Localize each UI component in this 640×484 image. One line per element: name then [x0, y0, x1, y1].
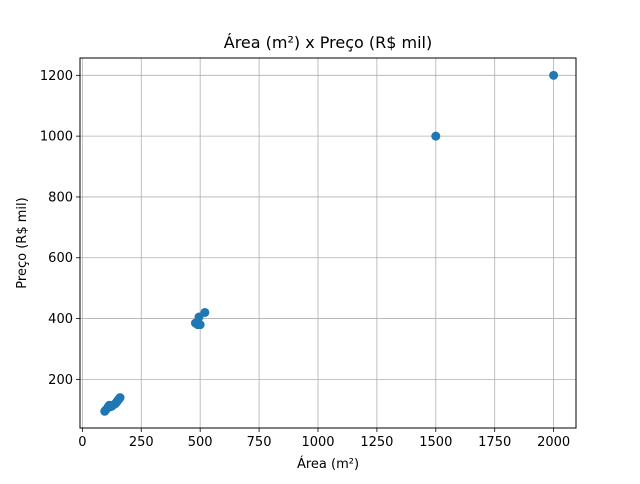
chart-title: Área (m²) x Preço (R$ mil) — [224, 33, 432, 52]
data-point — [115, 393, 125, 403]
data-point — [431, 131, 441, 141]
x-tick-label: 1750 — [478, 435, 511, 450]
y-tick-label: 400 — [48, 312, 73, 327]
y-tick-label: 1000 — [40, 130, 73, 145]
x-tick-label: 1500 — [419, 435, 452, 450]
y-tick-label: 1200 — [40, 69, 73, 84]
grid-lines — [80, 58, 576, 428]
y-tick-label: 600 — [48, 251, 73, 266]
data-points — [100, 70, 559, 416]
x-tick-label: 250 — [129, 435, 154, 450]
y-tick-label: 800 — [48, 190, 73, 205]
x-tick-label: 2000 — [537, 435, 570, 450]
plot-frame — [79, 57, 577, 429]
data-point — [200, 307, 210, 317]
axis-ticks: 0 250 500 750 1000 1250 1500 1750 2000 200 400 600 8… — [40, 69, 570, 450]
x-tick-label: 1000 — [301, 435, 334, 450]
data-point — [195, 320, 205, 330]
y-tick-label: 200 — [48, 373, 73, 388]
x-tick-label: 1250 — [360, 435, 393, 450]
data-point — [549, 70, 559, 80]
x-tick-label: 0 — [78, 435, 86, 450]
x-axis-label: Área (m²) — [297, 456, 359, 472]
x-tick-label: 750 — [247, 435, 272, 450]
y-axis-label: Preço (R$ mil) — [15, 197, 30, 288]
x-tick-label: 500 — [188, 435, 213, 450]
